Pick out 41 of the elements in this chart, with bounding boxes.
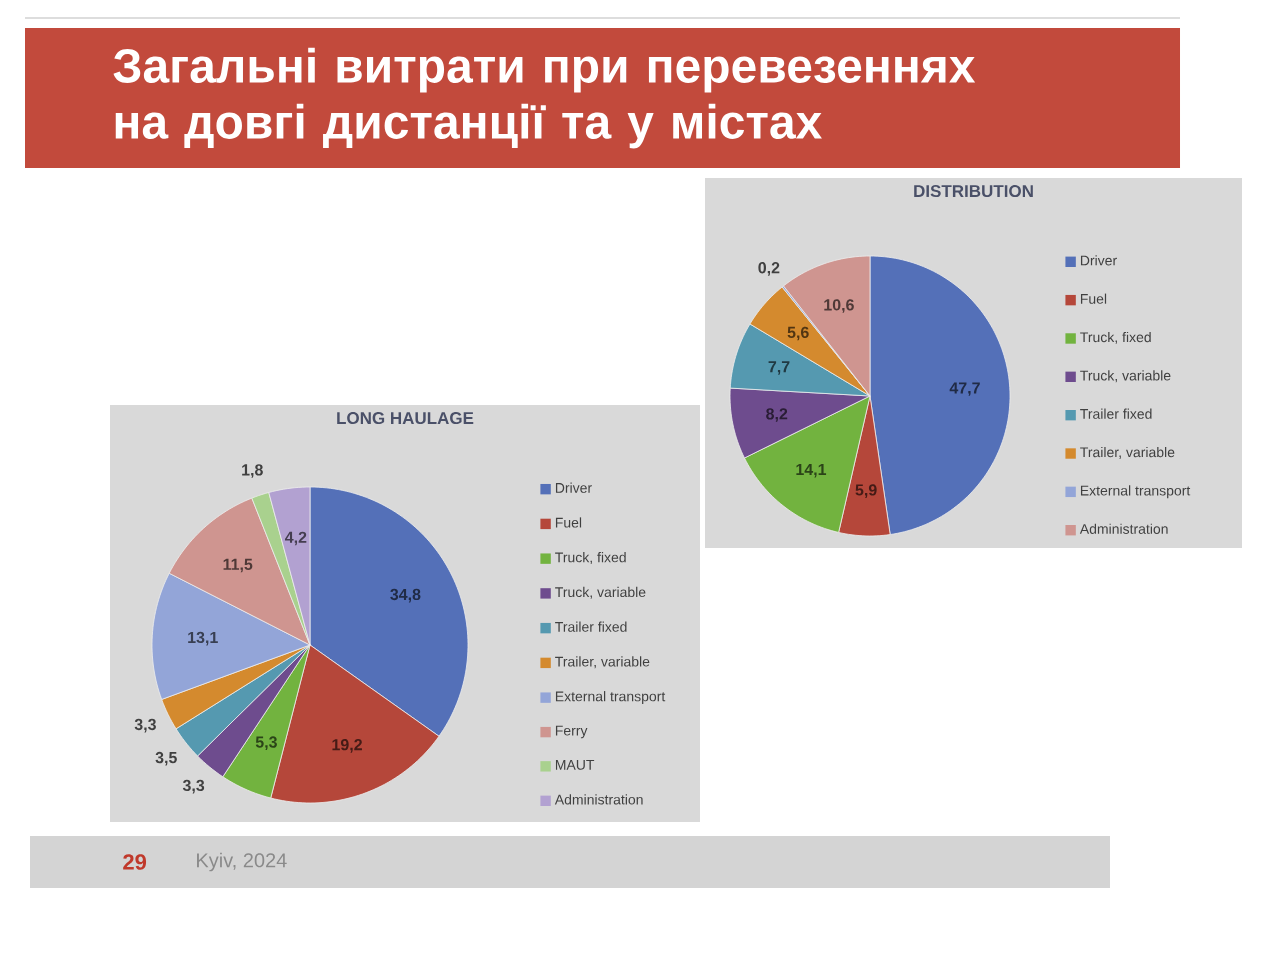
legend-label: Truck, fixed bbox=[555, 552, 626, 565]
data-label: 1,8 bbox=[242, 464, 263, 478]
legend-label: Administration bbox=[1079, 523, 1168, 534]
data-label: 3,3 bbox=[134, 718, 156, 733]
data-label: 14,1 bbox=[796, 463, 827, 478]
legend-label: Driver bbox=[555, 482, 592, 493]
text: Kyiv, 2024 bbox=[197, 852, 287, 872]
data-label: 19,2 bbox=[332, 739, 362, 753]
data-label: 13,1 bbox=[188, 631, 218, 646]
legend-label: Administration bbox=[554, 794, 643, 805]
legend-label: External transport bbox=[1080, 485, 1191, 499]
data-label: 47,7 bbox=[949, 382, 980, 396]
data-label: 5,3 bbox=[255, 736, 277, 751]
data-label: 4,2 bbox=[284, 531, 307, 546]
legend-label: Truck, variable bbox=[555, 586, 646, 599]
data-label: 34,8 bbox=[390, 588, 421, 603]
data-label: 11,5 bbox=[223, 558, 253, 573]
legend-label: Trailer fixed bbox=[555, 621, 627, 632]
data-label: 0,2 bbox=[758, 262, 780, 276]
data-label: 10,6 bbox=[824, 299, 854, 313]
legend-label: Ferry bbox=[555, 725, 588, 739]
chart-title: DISTRIBUTION bbox=[914, 185, 1033, 198]
data-label: 5,6 bbox=[787, 326, 809, 341]
text: 29 bbox=[123, 854, 147, 870]
data-label: 7,7 bbox=[768, 361, 790, 375]
legend-label: MAUT bbox=[555, 760, 595, 770]
legend-label: Fuel bbox=[1080, 293, 1107, 304]
legend-label: Fuel bbox=[555, 517, 582, 528]
legend-label: External transport bbox=[555, 691, 666, 705]
data-label: 3,5 bbox=[155, 751, 177, 766]
legend-label: Trailer, variable bbox=[1080, 446, 1175, 459]
legend-label: Trailer fixed bbox=[1080, 408, 1152, 419]
legend-label: Truck, variable bbox=[1080, 370, 1171, 383]
legend-label: Truck, fixed bbox=[1080, 331, 1151, 344]
legend-label: Trailer, variable bbox=[555, 656, 650, 669]
legend-label: Driver bbox=[1080, 255, 1117, 266]
data-label: 3,3 bbox=[182, 779, 205, 794]
chart-title: LONG HAULAGE bbox=[337, 412, 474, 425]
data-label: 5,9 bbox=[855, 484, 877, 498]
data-label: 8,2 bbox=[766, 408, 788, 422]
text: Загальні витрати при перевезеннях на довгі дистанції та у містах bbox=[113, 47, 976, 149]
